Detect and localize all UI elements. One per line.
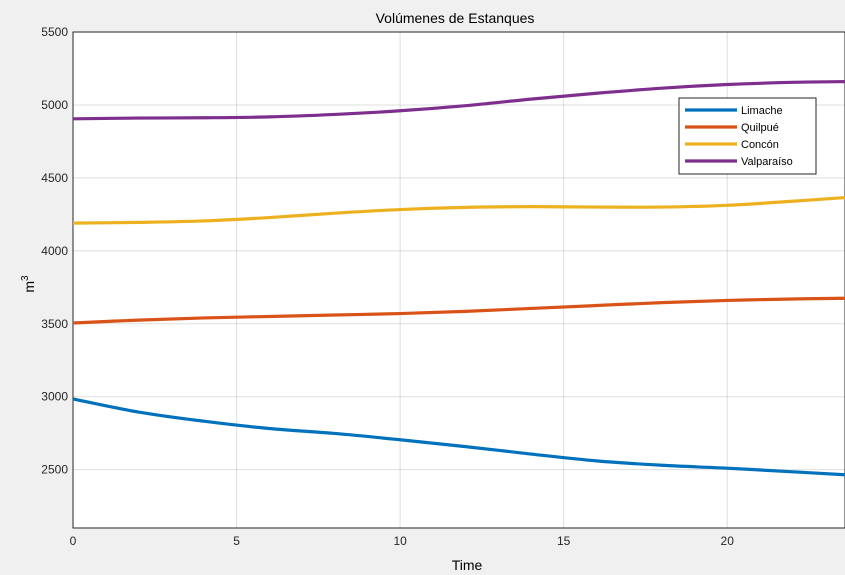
y-tick-labels: 2500 3000 3500 4000 4500 5000 5500 <box>41 25 68 477</box>
legend-label-concon: Concón <box>741 139 779 151</box>
series-line-limache <box>72 397 845 477</box>
series-line-quilpue <box>72 296 845 325</box>
y-tick-label: 3500 <box>41 317 68 331</box>
x-tick-label: 10 <box>393 534 407 548</box>
legend-label-limache: Limache <box>741 105 783 117</box>
y-tick-label: 3000 <box>41 390 68 404</box>
legend-label-quilpue: Quilpué <box>741 122 779 134</box>
gridlines <box>72 31 845 528</box>
y-axis-label-base: m <box>21 281 37 293</box>
legend: Limache Quilpué Concón Valparaíso <box>678 97 817 175</box>
y-tick-label: 2500 <box>41 463 68 477</box>
y-tick-label: 4000 <box>41 244 68 258</box>
x-tick-label: 15 <box>557 534 571 548</box>
series-line-concon <box>72 195 845 225</box>
x-tick-label: 0 <box>70 534 77 548</box>
y-tick-label: 4500 <box>41 171 68 185</box>
y-tick-label: 5500 <box>41 25 68 39</box>
x-axis-label: Time <box>452 557 483 573</box>
x-tick-label: 20 <box>721 534 735 548</box>
y-tick-label: 5000 <box>41 98 68 112</box>
x-tick-label: 5 <box>233 534 240 548</box>
y-axis-label-superscript: 3 <box>20 275 31 281</box>
x-tick-labels: 0 5 10 15 20 <box>70 534 735 548</box>
y-axis-label: m3 <box>20 275 37 293</box>
chart-title: Volúmenes de Estanques <box>376 10 535 26</box>
legend-label-valparaiso: Valparaíso <box>741 156 793 168</box>
series-line-valparaiso <box>72 80 845 121</box>
series-lines <box>72 80 845 477</box>
y-axis-label-group: m3 <box>20 275 37 293</box>
